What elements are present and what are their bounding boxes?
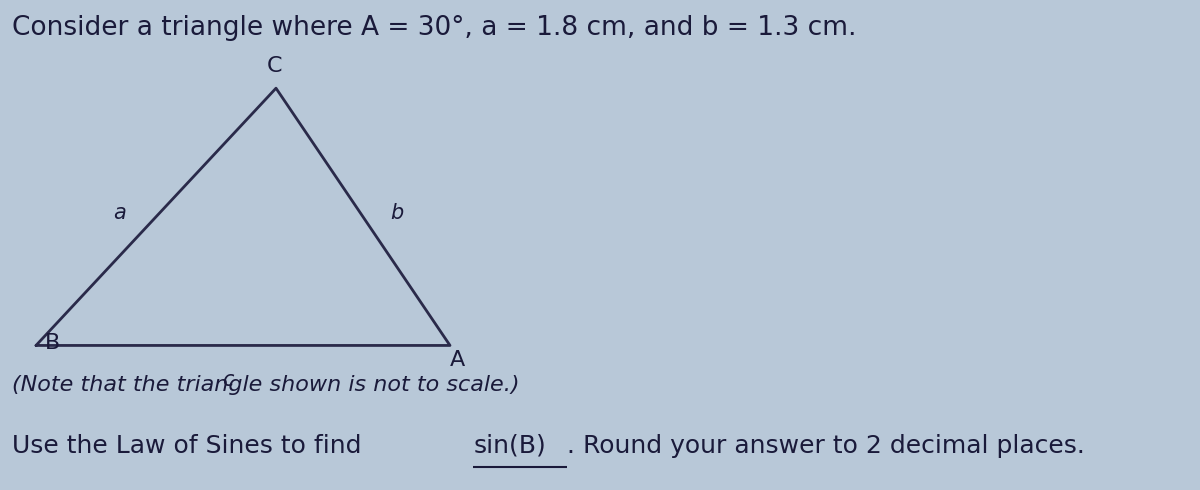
Text: B: B	[44, 333, 60, 353]
Text: Use the Law of Sines to find: Use the Law of Sines to find	[12, 434, 370, 458]
Text: c: c	[222, 370, 234, 390]
Text: sin(B): sin(B)	[473, 434, 546, 458]
Text: a: a	[113, 203, 126, 223]
Text: Consider a triangle where A = 30°, a = 1.8 cm, and b = 1.3 cm.: Consider a triangle where A = 30°, a = 1…	[12, 15, 857, 41]
Text: C: C	[266, 56, 282, 76]
Text: . Round your answer to 2 decimal places.: . Round your answer to 2 decimal places.	[568, 434, 1085, 458]
Text: b: b	[390, 203, 403, 223]
Text: (Note that the triangle shown is not to scale.): (Note that the triangle shown is not to …	[12, 375, 520, 395]
Text: A: A	[450, 350, 466, 370]
